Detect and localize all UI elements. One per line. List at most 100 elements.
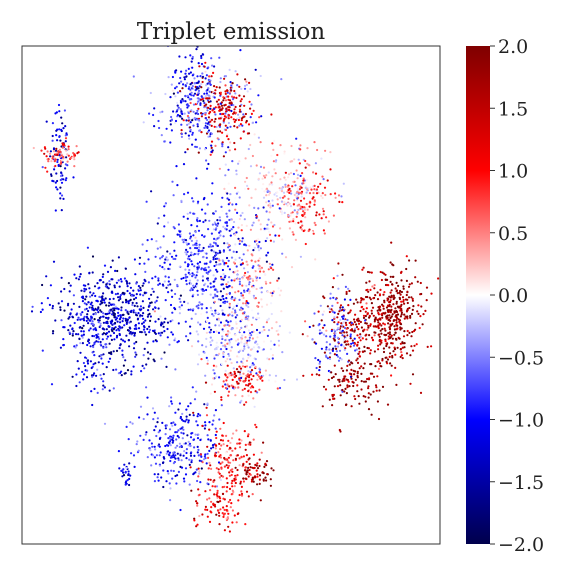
scatter-point [201, 75, 205, 78]
scatter-point [111, 310, 114, 313]
scatter-point [77, 333, 80, 336]
scatter-point [41, 349, 44, 352]
scatter-point [219, 447, 222, 451]
scatter-point [237, 118, 240, 122]
scatter-point [124, 470, 127, 473]
scatter-point [332, 328, 336, 331]
scatter-point [174, 368, 177, 371]
scatter-point [344, 319, 347, 322]
scatter-point [392, 297, 395, 301]
scatter-point [346, 318, 349, 322]
scatter-point [350, 405, 353, 408]
scatter-point [411, 373, 415, 376]
scatter-point [351, 339, 354, 342]
scatter-point [190, 461, 193, 464]
scatter-point [234, 339, 238, 342]
colorbar-tick-label: −2.0 [498, 534, 544, 556]
scatter-point [389, 309, 392, 312]
scatter-point [359, 333, 362, 336]
scatter-point [165, 480, 168, 483]
scatter-point [211, 339, 214, 342]
scatter-point [299, 144, 302, 147]
scatter-point [281, 238, 284, 241]
scatter-point [208, 112, 211, 115]
scatter-point [193, 398, 197, 401]
scatter-point [229, 358, 232, 361]
scatter-point [57, 302, 60, 305]
scatter-point [139, 293, 142, 296]
scatter-point [414, 322, 417, 325]
scatter-point [271, 354, 274, 357]
scatter-point [364, 395, 367, 398]
scatter-point [71, 332, 74, 335]
scatter-point [172, 451, 175, 454]
scatter-point [122, 474, 126, 477]
scatter-point [267, 171, 270, 174]
scatter-point [119, 321, 122, 324]
scatter-point [256, 483, 259, 486]
scatter-point [187, 419, 190, 422]
scatter-point [189, 325, 192, 328]
scatter-point [144, 433, 147, 436]
scatter-point [406, 291, 409, 294]
scatter-point [238, 124, 241, 127]
scatter-point [322, 295, 325, 298]
scatter-point [197, 475, 200, 478]
scatter-point [201, 91, 204, 94]
scatter-point [265, 460, 269, 463]
scatter-point [327, 220, 330, 223]
scatter-point [267, 230, 270, 233]
scatter-point [204, 453, 207, 456]
scatter-point [367, 392, 370, 395]
scatter-point [258, 474, 262, 477]
scatter-point [400, 351, 403, 354]
scatter-point [258, 346, 261, 349]
scatter-point [203, 126, 206, 129]
scatter-point [225, 110, 228, 113]
scatter-point [132, 454, 136, 457]
scatter-point [342, 321, 345, 324]
scatter-point [323, 186, 327, 189]
scatter-point [89, 360, 92, 363]
scatter-point [185, 69, 188, 72]
scatter-point [289, 205, 293, 208]
scatter-point [426, 345, 429, 348]
scatter-point [254, 365, 257, 368]
scatter-point [199, 323, 202, 326]
scatter-point [162, 325, 165, 328]
scatter-point [190, 459, 193, 462]
scatter-point [247, 305, 250, 309]
scatter-point [232, 226, 235, 229]
scatter-point [330, 329, 333, 333]
scatter-point [52, 150, 56, 153]
scatter-point [406, 301, 409, 305]
scatter-point [178, 445, 181, 449]
scatter-point [208, 331, 211, 334]
scatter-point [317, 185, 320, 188]
scatter-point [246, 311, 249, 314]
scatter-point [64, 163, 67, 166]
scatter-point [75, 333, 78, 336]
scatter-point [121, 353, 124, 356]
scatter-point [237, 237, 240, 240]
scatter-point [111, 319, 114, 322]
scatter-point [332, 397, 335, 400]
scatter-point [295, 215, 298, 218]
scatter-point [386, 342, 389, 345]
scatter-point [382, 347, 385, 350]
scatter-point [370, 302, 373, 305]
scatter-point [352, 369, 355, 372]
scatter-point [320, 319, 323, 322]
scatter-point [77, 316, 80, 319]
scatter-point [141, 300, 144, 303]
scatter-point [91, 375, 94, 378]
scatter-point [272, 290, 275, 293]
scatter-point [409, 314, 412, 318]
scatter-point [239, 58, 242, 61]
scatter-point [105, 337, 108, 340]
scatter-point [234, 70, 237, 73]
scatter-point [198, 514, 201, 518]
scatter-point [118, 329, 121, 332]
scatter-point [212, 369, 215, 372]
scatter-point [347, 287, 350, 290]
